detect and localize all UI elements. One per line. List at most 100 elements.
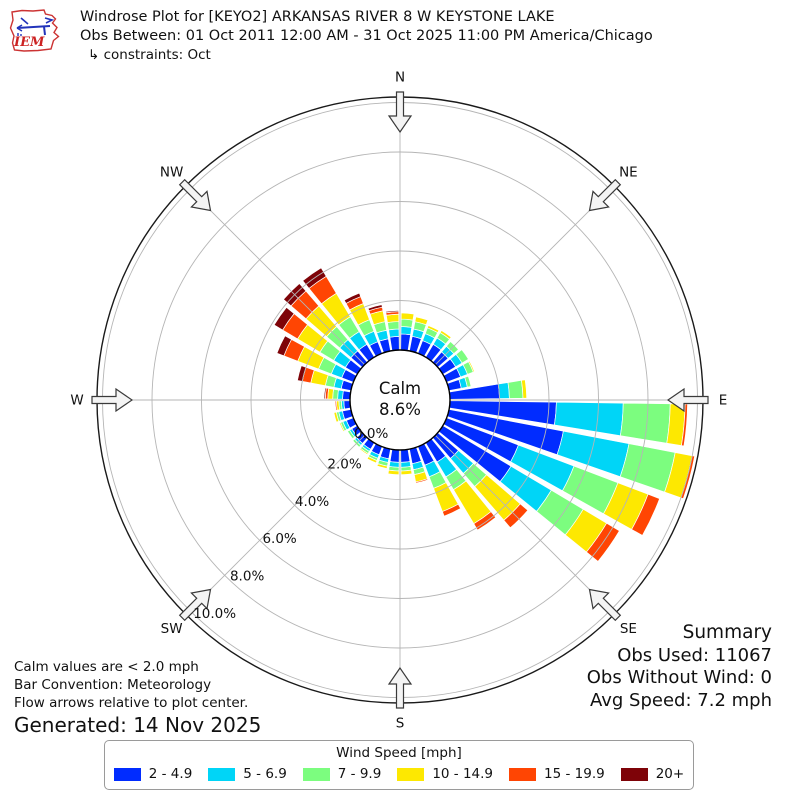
notes-block: Calm values are < 2.0 mph Bar Convention…	[14, 658, 261, 737]
bar-segment	[400, 333, 411, 352]
bar-segment	[441, 503, 462, 517]
radial-tick-label: 10.0%	[193, 606, 236, 622]
constraints-line: ↳ constraints: Oct	[88, 47, 211, 63]
grid-spoke	[435, 435, 615, 615]
windrose-bar-sector-200	[366, 443, 383, 464]
compass-label-NW: NW	[160, 164, 183, 180]
legend-swatch	[208, 767, 236, 781]
windrose-bar-sector-210	[359, 438, 375, 456]
bar-segment	[455, 349, 469, 364]
generated-date: Generated: 14 Nov 2025	[14, 713, 262, 737]
legend-swatch	[302, 767, 330, 781]
bar-segment	[468, 360, 475, 373]
bar-segment	[366, 456, 378, 464]
calm-circle	[349, 349, 451, 451]
compass-label-E: E	[719, 393, 728, 409]
windrose-bar-sector-340	[367, 304, 392, 354]
bar-segment	[497, 382, 510, 399]
compass-label-NE: NE	[619, 164, 638, 180]
flow-arrow-E	[666, 387, 709, 413]
flow-arrow-NE	[588, 178, 622, 212]
radial-tick-label: 6.0%	[262, 531, 296, 547]
bar-segment	[367, 304, 383, 312]
legend-item-2: 5 - 6.9	[208, 766, 287, 782]
bar-segment	[400, 448, 411, 463]
legend-item-1: 2 - 4.9	[113, 766, 192, 782]
calm-note: Calm values are < 2.0 mph	[14, 659, 199, 675]
arrow-note: Flow arrows relative to plot center.	[14, 695, 249, 711]
legend-label: 15 - 19.9	[544, 766, 605, 782]
bar-segment	[439, 329, 452, 340]
calm-percent: 8.6%	[379, 400, 421, 419]
bar-segment	[323, 387, 327, 400]
bar-segment	[347, 429, 356, 440]
bar-segment	[389, 448, 400, 463]
summary-obs-without-wind: Obs Without Wind: 0	[586, 667, 772, 688]
windrose-bar-sector-110	[443, 417, 661, 536]
bar-segment	[387, 321, 400, 331]
bar-segment	[414, 316, 429, 326]
compass-label-W: W	[70, 393, 83, 409]
windrose-bar-sector-160	[408, 446, 429, 484]
header: Windrose Plot for [KEYO2] ARKANSAS RIVER…	[80, 8, 653, 64]
bar-segment	[464, 375, 472, 388]
compass-label-N: N	[395, 70, 405, 86]
windrose-bar-sector-90	[448, 400, 688, 447]
bar-segment	[400, 312, 415, 321]
bar-segment	[426, 325, 440, 334]
windrose-bar-sector-330	[343, 292, 383, 357]
legend-title: Wind Speed [mph]	[336, 745, 462, 761]
legend-item-6: 20+	[620, 766, 685, 782]
legend-item-3: 7 - 9.9	[302, 766, 382, 782]
bar-segment	[473, 511, 497, 531]
windrose-bar-sector-350	[385, 310, 400, 352]
legend-item-5: 15 - 19.9	[509, 766, 605, 782]
windrose-bar-sector-80	[448, 379, 528, 400]
bar-segment	[389, 336, 400, 352]
legend-label: 7 - 9.9	[337, 766, 382, 782]
radial-tick-label: 2.0%	[327, 456, 361, 472]
windrose-bar-sector-290	[276, 335, 357, 383]
windrose-bar-sector-70	[446, 375, 472, 392]
bar-segment	[554, 401, 624, 437]
legend-item-4: 10 - 14.9	[397, 766, 493, 782]
bar-segment	[387, 469, 400, 476]
flow-arrow-W	[91, 387, 134, 413]
windrose-bar-sector-230	[347, 425, 362, 440]
radial-tick-label: 0.0%	[354, 426, 388, 442]
flow-arrow-SW	[178, 588, 212, 622]
grid-spoke	[435, 185, 615, 365]
windrose-bar-sector-50	[438, 349, 469, 375]
bar-segment	[400, 326, 413, 336]
bar-segment	[385, 310, 400, 314]
bar-segment	[521, 379, 528, 399]
windrose-bar-sector-140	[425, 438, 497, 531]
grid-spoke	[185, 185, 365, 365]
windrose-bar-sector-250	[333, 408, 354, 423]
bar-segment	[343, 292, 362, 304]
bar-segment	[333, 411, 340, 423]
windrose-bar-sector-60	[443, 360, 475, 383]
bar-segment	[507, 379, 524, 399]
windrose-bar-sector-260	[334, 400, 352, 411]
legend-label: 10 - 14.9	[432, 766, 494, 782]
bar-segment	[400, 469, 413, 476]
bar-segment	[385, 313, 400, 323]
bar-segment	[338, 422, 345, 433]
windrose-bar-sector-190	[376, 446, 392, 469]
bar-segment	[276, 335, 293, 357]
radial-tick-label: 4.0%	[295, 494, 329, 510]
summary-block: Summary Obs Used: 11067 Obs Without Wind…	[587, 622, 772, 712]
windrose-bar-sector-300	[273, 306, 362, 375]
obs-between-line: Obs Between: 01 Oct 2011 12:00 AM - 31 O…	[80, 28, 653, 44]
compass-label-S: S	[396, 716, 405, 732]
windrose-bar-sector-10	[408, 316, 429, 354]
legend-swatch	[113, 767, 141, 781]
windrose-bar-sector-100	[446, 408, 696, 500]
weather-vane-glyph	[16, 17, 55, 36]
windrose-bar-sector-30	[425, 329, 452, 362]
legend-label: 20+	[655, 766, 685, 782]
radial-tick-label: 8.0%	[230, 569, 264, 585]
bar-segment	[400, 318, 414, 328]
legend-label: 5 - 6.9	[243, 766, 287, 782]
